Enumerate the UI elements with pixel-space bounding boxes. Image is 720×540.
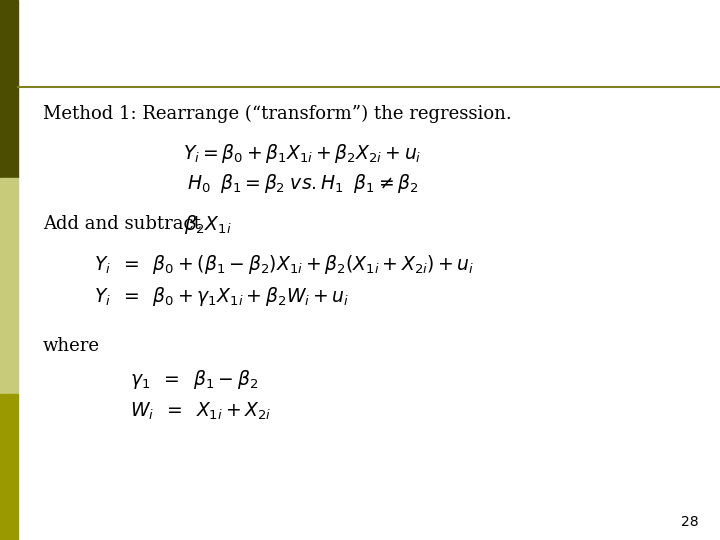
Text: Method 1: Rearrange (“transform”) the regression.: Method 1: Rearrange (“transform”) the re… [43, 104, 512, 123]
Bar [0, 0, 18, 178]
Text: $Y_i \;\; = \;\; \beta_0 + \gamma_1 X_{1i} + \beta_2 W_i + u_i$: $Y_i \;\; = \;\; \beta_0 + \gamma_1 X_{1… [94, 286, 349, 308]
Text: $\gamma_1 \;\; = \;\; \beta_1 - \beta_2$: $\gamma_1 \;\; = \;\; \beta_1 - \beta_2$ [130, 368, 258, 390]
Text: $H_0 \;\; \beta_1 = \beta_2 \; vs. H_1 \;\; \beta_1 \neq \beta_2$: $H_0 \;\; \beta_1 = \beta_2 \; vs. H_1 \… [186, 172, 418, 195]
Bar [0, 394, 18, 540]
Text: $Y_i = \beta_0 + \beta_1 X_{1i} + \beta_2 X_{2i} + u_i$: $Y_i = \beta_0 + \beta_1 X_{1i} + \beta_… [183, 143, 422, 165]
Bar [0, 178, 18, 394]
Text: where: where [43, 336, 100, 355]
Text: $Y_i \;\; = \;\; \beta_0 + (\beta_1 - \beta_2) X_{1i} + \beta_2 (X_{1i} + X_{2i}: $Y_i \;\; = \;\; \beta_0 + (\beta_1 - \b… [94, 253, 474, 276]
Text: $W_i \;\; = \;\; X_{1i} + X_{2i}$: $W_i \;\; = \;\; X_{1i} + X_{2i}$ [130, 401, 271, 422]
Text: 28: 28 [681, 515, 698, 529]
Text: $\beta_2 X_{1i}$: $\beta_2 X_{1i}$ [184, 213, 231, 235]
Text: Add and subtract: Add and subtract [43, 215, 207, 233]
